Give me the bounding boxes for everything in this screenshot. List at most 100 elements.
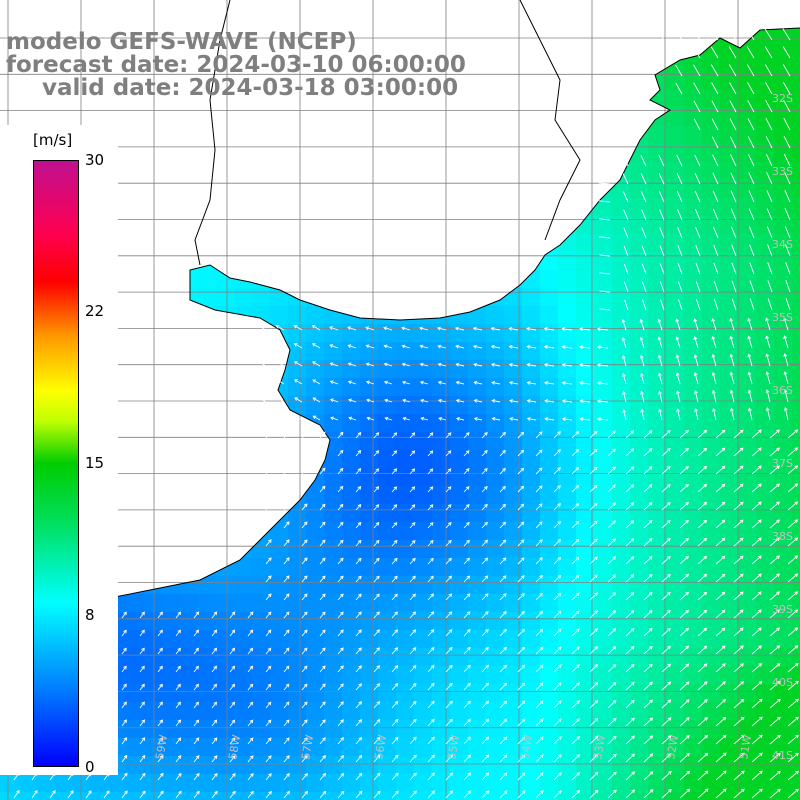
wind-speed-cell [630, 414, 649, 433]
wind-arrow-shaft [661, 592, 671, 601]
wind-arrow-head [375, 486, 380, 490]
wind-arrow-head [268, 466, 272, 471]
wind-speed-cell [720, 72, 739, 91]
wind-arrow-head [231, 611, 236, 616]
wind-speed-cell [558, 414, 577, 433]
wind-arrow-shaft [571, 539, 580, 547]
wind-speed-cell [396, 594, 415, 613]
wind-speed-cell [342, 450, 361, 469]
wind-speed-cell [342, 738, 361, 757]
wind-arrow-shaft [598, 182, 611, 185]
wind-speed-cell [612, 720, 631, 739]
wind-speed-cell [540, 342, 559, 361]
wind-arrow-shaft [607, 628, 616, 637]
wind-arrow-shaft [229, 719, 235, 727]
wind-arrow-head [437, 362, 442, 367]
wind-arrows [13, 28, 799, 799]
wind-speed-cell [252, 594, 271, 613]
wind-speed-cell [594, 252, 613, 271]
wind-arrow-shaft [499, 718, 507, 727]
wind-arrow-head [794, 465, 799, 469]
wind-arrow-head [304, 790, 309, 795]
wind-arrow-head [649, 645, 653, 650]
wind-speed-cell [576, 720, 595, 739]
wind-arrow-shaft [301, 791, 308, 799]
wind-arrow-shaft [571, 646, 580, 655]
wind-speed-cell [468, 342, 487, 361]
wind-arrow-shaft [283, 575, 290, 583]
wind-arrow-shaft [330, 380, 339, 385]
wind-arrow-shaft [715, 537, 726, 547]
wind-arrow-shaft [509, 363, 519, 367]
wind-arrow-shaft [401, 327, 411, 331]
wind-arrow-shaft [679, 538, 689, 547]
wind-arrow-head [485, 718, 490, 723]
wind-arrow-head [383, 326, 388, 331]
wind-arrow-shaft [121, 790, 128, 799]
wind-arrow-shaft [553, 682, 562, 691]
wind-speed-cell [414, 504, 433, 523]
wind-arrow-shaft [787, 465, 798, 475]
wind-arrow-head [740, 716, 745, 721]
wind-arrow-head [484, 468, 488, 472]
wind-arrow-shaft [679, 466, 689, 475]
wind-arrow-head [329, 398, 334, 403]
wind-speed-cell [612, 378, 631, 397]
wind-arrow-shaft [463, 772, 471, 781]
wind-arrow-shaft [733, 501, 744, 511]
wind-arrow-head [711, 353, 716, 358]
wind-arrow-shaft [544, 382, 555, 385]
wind-arrow-shaft [157, 630, 163, 637]
wind-arrow-shaft [553, 718, 562, 727]
wind-arrow-head [721, 609, 726, 614]
wind-speed-cell [252, 702, 271, 721]
wind-speed-cell [252, 666, 271, 685]
wind-arrow-shaft [765, 99, 773, 113]
wind-arrow-shaft [599, 308, 611, 311]
wind-speed-cell [468, 612, 487, 631]
wind-arrow-head [231, 701, 236, 706]
wind-arrow-shaft [562, 400, 573, 403]
wind-speed-cell [522, 666, 541, 685]
wind-arrow-head [141, 719, 145, 724]
wind-speed-cell [414, 702, 433, 721]
wind-arrow-head [740, 645, 744, 649]
wind-speed-cell [540, 324, 559, 343]
wind-arrow-head [593, 484, 598, 489]
wind-arrow-shaft [694, 318, 699, 331]
wind-arrow-shaft [607, 736, 617, 745]
wind-speed-cell [432, 432, 451, 451]
wind-arrow-shaft [694, 172, 701, 185]
wind-arrow-shaft [319, 521, 326, 529]
wind-arrow-shaft [337, 557, 344, 565]
wind-speed-cell [450, 576, 469, 595]
wind-arrow-head [561, 327, 566, 331]
wind-speed-cell [648, 288, 667, 307]
wind-speed-cell [666, 504, 685, 523]
wind-arrow-shaft [517, 486, 524, 493]
wind-speed-cell [306, 594, 325, 613]
wind-arrow-head [412, 593, 416, 598]
wind-arrow-head [466, 539, 470, 544]
wind-speed-cell [648, 792, 667, 800]
wind-arrow-shaft [211, 666, 217, 673]
wind-arrow-shaft [751, 716, 763, 727]
wind-arrow-head [544, 417, 549, 421]
wind-speed-cell [684, 630, 703, 649]
wind-arrow-head [472, 326, 477, 331]
wind-speed-cell [594, 234, 613, 253]
wind-arrow-shaft [348, 363, 357, 367]
wind-arrow-head [520, 431, 525, 436]
wind-speed-cell [612, 414, 631, 433]
wind-speed-cell [54, 792, 73, 800]
wind-arrow-head [485, 790, 490, 795]
wind-arrow-head [268, 430, 272, 435]
wind-arrow-head [267, 665, 272, 670]
wind-speed-cell [702, 702, 721, 721]
wind-speed-cell [612, 270, 631, 289]
wind-arrow-shaft [517, 682, 525, 691]
wind-speed-cell [486, 522, 505, 541]
wind-speed-cell [792, 612, 800, 631]
wind-arrow-head [612, 430, 616, 435]
